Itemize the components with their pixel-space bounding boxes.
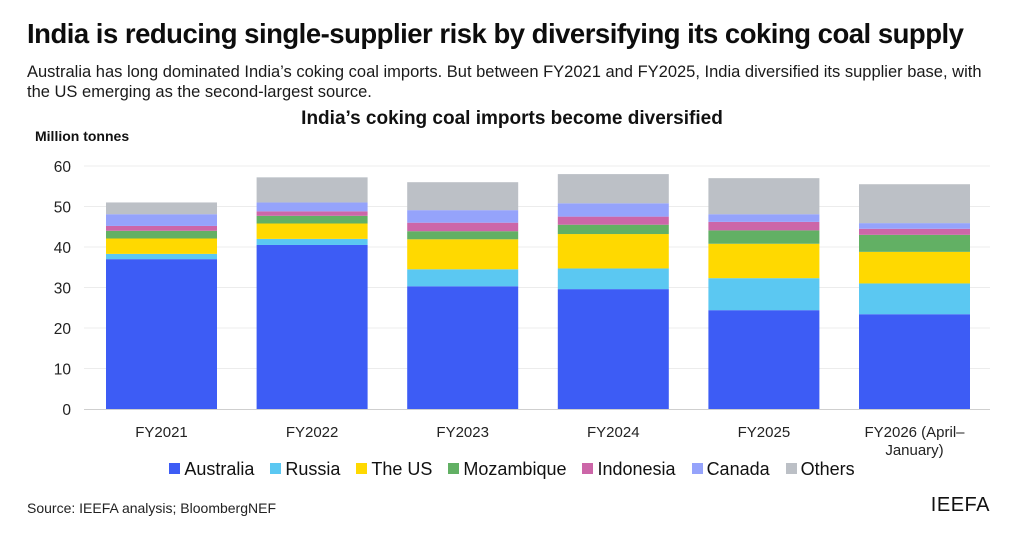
bar-segment-canada [557,203,669,217]
legend-item-canada: Canada [691,459,770,480]
y-tick-label: 10 [54,362,72,379]
legend-item-the-us: The US [356,459,432,480]
bar-segment-others [256,177,368,203]
source-note: Source: IEEFA analysis; BloombergNEF [27,500,276,516]
legend-item-russia: Russia [270,459,340,480]
bar-stack [407,182,519,409]
bar-segment-australia [708,310,820,409]
legend-item-others: Others [785,459,855,480]
y-axis-ticks: 0 10 20 30 40 50 60 [54,159,72,419]
legend-swatch [356,463,368,474]
bar-segment-canada [708,214,820,222]
legend-label: Others [800,459,855,479]
headline: India is reducing single-supplier risk b… [27,18,964,49]
legend-item-mozambique: Mozambique [448,459,566,480]
y-tick-label: 60 [54,159,72,176]
bar-segment-indonesia [708,221,820,231]
x-tick-label: FY2022 [286,424,339,441]
x-tick-label: FY2025 [738,424,791,441]
bar-segment-australia [859,314,970,409]
y-tick-label: 30 [54,281,72,298]
bar-segment-mozambique [407,231,519,240]
y-axis-label: Million tonnes [35,128,130,144]
y-tick-label: 40 [54,240,72,257]
bar-segment-australia [407,286,519,409]
bar-stack [557,174,669,409]
bar-segment-indonesia [407,222,519,232]
x-tick-label: FY2023 [436,424,489,441]
legend-label: Mozambique [463,459,567,479]
bar-segment-indonesia [859,228,970,235]
bar-segment-mozambique [557,224,669,235]
bar-segment-others [407,182,519,211]
legend: Australia Russia The US Mozambique Indonesia… [0,459,1024,480]
y-tick-label: 20 [54,321,72,338]
brand-logo: IEEFA [930,494,990,516]
bar-segment-canada [106,214,217,226]
legend-swatch [169,463,181,474]
bar-segment-mozambique [859,234,970,252]
y-tick-label: 50 [54,200,72,217]
legend-swatch [582,463,594,474]
bar-segment-indonesia [557,216,669,225]
bar-segment-the-us [557,234,669,269]
bar-segment-the-us [708,243,820,279]
bar-segment-the-us [106,238,217,254]
gridlines [84,165,990,369]
bar-segment-australia [557,289,669,409]
legend-swatch [785,463,797,474]
legend-label: The US [371,459,433,479]
x-tick-label: FY2021 [135,424,188,441]
bar-stack [106,202,217,409]
bar-segment-russia [557,268,669,290]
bar-segment-mozambique [256,215,368,224]
subtitle: Australia has long dominated India’s cok… [27,63,982,101]
bar-stack [859,184,970,409]
x-tick-label: FY2024 [587,424,640,441]
legend-swatch [691,463,703,474]
bar-segment-others [708,178,820,215]
bar-segment-others [859,184,970,224]
bar-segment-mozambique [708,230,820,244]
legend-label: Australia [184,459,255,479]
legend-swatch [270,463,282,474]
bar-segment-russia [407,269,519,287]
chart-title: India’s coking coal imports become diver… [301,108,723,129]
legend-item-indonesia: Indonesia [582,459,676,480]
bar-segment-russia [859,283,970,315]
x-axis-ticks: FY2021 FY2022 FY2023 FY2024 FY2025 FY2026 (Ap… [135,424,965,459]
bars [106,174,970,409]
bar-stack [708,178,820,409]
bar-segment-australia [256,244,368,409]
bar-segment-russia [106,253,217,260]
bar-segment-mozambique [106,230,217,239]
legend-swatch [448,463,460,474]
bar-segment-others [557,174,669,204]
bar-segment-russia [256,238,368,245]
bar-segment-canada [407,210,519,223]
bar-segment-others [106,202,217,215]
legend-label: Russia [285,459,341,479]
bar-segment-indonesia [256,211,368,216]
bar-stack [256,177,368,409]
bar-segment-indonesia [106,225,217,231]
bar-segment-canada [859,223,970,229]
legend-label: Indonesia [597,459,676,479]
bar-segment-russia [708,278,820,311]
bar-segment-the-us [407,239,519,270]
legend-label: Canada [706,459,770,479]
bar-segment-the-us [859,251,970,284]
legend-item-australia: Australia [169,459,254,480]
x-tick-label: FY2026 (April– January) [864,424,965,459]
bar-segment-the-us [256,223,368,239]
bar-segment-canada [256,202,368,212]
bar-segment-australia [106,259,217,409]
y-tick-label: 0 [62,402,71,419]
